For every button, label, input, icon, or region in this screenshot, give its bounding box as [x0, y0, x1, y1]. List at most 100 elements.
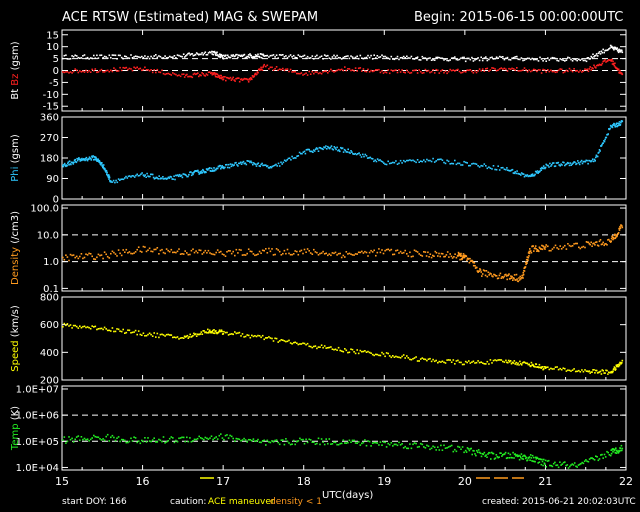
data-point	[596, 244, 599, 247]
data-point	[608, 371, 610, 374]
data-point	[255, 335, 258, 338]
data-point	[147, 55, 149, 58]
data-point	[376, 55, 379, 57]
data-point	[375, 441, 377, 444]
data-point	[587, 57, 590, 59]
data-point	[441, 360, 444, 363]
data-point	[351, 69, 354, 71]
data-point	[218, 434, 221, 437]
data-point	[233, 79, 235, 81]
data-point	[553, 165, 556, 168]
data-point	[350, 55, 352, 57]
data-point	[108, 54, 111, 57]
data-point	[125, 66, 128, 69]
data-point	[65, 442, 67, 444]
data-point	[175, 174, 177, 177]
data-point	[216, 438, 219, 440]
data-point	[564, 367, 566, 370]
data-point	[460, 252, 462, 255]
data-point	[598, 63, 601, 66]
data-point	[320, 252, 323, 254]
data-point	[313, 441, 315, 443]
data-point	[370, 445, 372, 447]
data-point	[213, 332, 216, 335]
data-point	[313, 248, 315, 251]
data-point	[494, 274, 496, 276]
data-point	[292, 71, 295, 73]
data-point	[68, 58, 70, 60]
data-point	[83, 256, 86, 259]
data-point	[444, 362, 447, 364]
data-point	[539, 56, 541, 59]
y-label-part: (gsm)	[10, 134, 21, 166]
data-point	[296, 57, 298, 59]
data-point	[611, 449, 613, 451]
data-point	[183, 76, 186, 78]
data-point	[390, 162, 393, 164]
data-point	[500, 359, 503, 361]
data-point	[162, 176, 164, 178]
data-point	[227, 437, 230, 439]
data-point	[500, 167, 503, 169]
data-point	[268, 56, 270, 58]
data-point	[353, 57, 355, 60]
data-point	[603, 244, 605, 247]
data-point	[373, 160, 375, 163]
y-label-part: Bz	[10, 74, 21, 89]
data-point	[617, 51, 620, 54]
data-point	[421, 357, 424, 359]
data-point	[551, 70, 554, 73]
data-point	[139, 250, 142, 253]
data-point	[172, 437, 174, 439]
data-point	[260, 66, 262, 69]
data-point	[315, 147, 318, 149]
data-point	[179, 253, 182, 255]
data-point	[172, 72, 174, 74]
data-point	[489, 69, 492, 71]
data-point	[590, 457, 592, 459]
data-point	[607, 239, 609, 241]
data-point	[79, 57, 81, 59]
data-point	[574, 370, 577, 373]
data-point	[65, 254, 67, 256]
data-point	[520, 453, 523, 455]
data-point	[86, 71, 89, 73]
data-point	[128, 440, 131, 443]
data-point	[240, 163, 243, 165]
data-point	[461, 446, 464, 448]
data-point	[306, 441, 309, 444]
data-point	[463, 56, 465, 59]
data-point	[554, 71, 557, 74]
data-point	[586, 370, 589, 372]
data-point	[588, 159, 590, 162]
data-point	[385, 352, 388, 354]
data-point	[124, 177, 126, 179]
data-point	[235, 437, 238, 440]
data-point	[195, 438, 197, 441]
y-tick-label: 1.0E+07	[16, 384, 59, 395]
data-point	[300, 56, 303, 58]
data-point	[242, 160, 245, 163]
data-point	[615, 452, 618, 454]
data-point	[613, 237, 615, 240]
data-point	[480, 164, 482, 167]
data-point	[601, 243, 604, 245]
data-point	[482, 453, 485, 456]
series-temp	[62, 433, 624, 469]
data-point	[157, 178, 159, 180]
data-point	[430, 71, 433, 73]
data-point	[498, 169, 501, 171]
data-point	[150, 250, 152, 253]
data-point	[429, 57, 431, 59]
data-point	[354, 152, 357, 155]
data-point	[576, 59, 578, 62]
data-point	[289, 443, 292, 446]
data-point	[566, 161, 569, 164]
data-point	[426, 158, 428, 161]
data-point	[339, 349, 341, 352]
data-point	[447, 160, 450, 163]
data-point	[199, 172, 201, 175]
data-point	[68, 259, 70, 262]
data-point	[450, 444, 453, 447]
data-point	[235, 53, 237, 56]
